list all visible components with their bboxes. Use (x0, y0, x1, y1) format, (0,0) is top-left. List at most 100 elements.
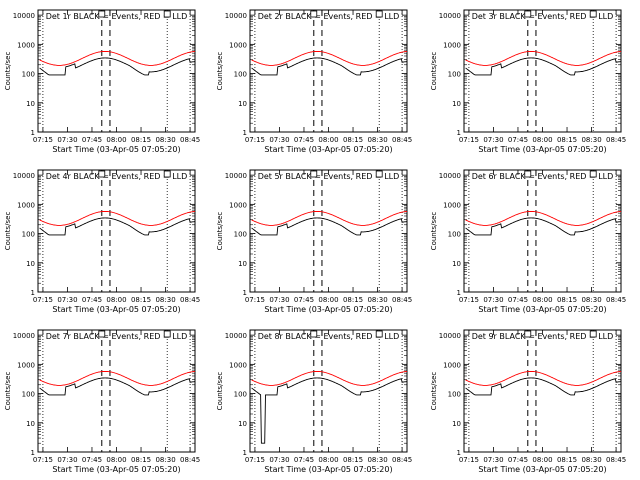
x-tick-label: 08:15 (557, 296, 577, 304)
y-tick-label: 1 (457, 129, 461, 137)
det-7r-panel: Det 7r BLACK = Events, RED = LLD 1 10 100 10… (4, 329, 200, 474)
y-axis-label: Counts/sec (216, 52, 224, 91)
lld-series-line (39, 370, 195, 386)
y-tick-label: 10 (238, 260, 247, 268)
plot-frame (249, 9, 408, 133)
x-tick-label: 07:45 (508, 456, 528, 464)
y-tick-label: 1000 (229, 361, 247, 369)
x-tick-label: 08:30 (581, 296, 601, 304)
y-tick-label: 10000 (439, 12, 461, 20)
panel-title: Det 7r BLACK = Events, RED = LLD (46, 332, 188, 341)
panel-title: Det 2r BLACK = Events, RED = LLD (258, 12, 400, 21)
y-tick-label: 100 (22, 231, 35, 239)
y-tick-label: 10 (26, 260, 35, 268)
marker-square (375, 330, 383, 338)
plot-frame (463, 329, 622, 453)
det-3r-panel: Det 3r BLACK = Events, RED = LLD 1 10 100 10… (430, 9, 626, 154)
x-tick-label: 07:15 (33, 136, 53, 144)
x-tick-label: 08:45 (180, 296, 200, 304)
x-tick-label: 08:30 (367, 296, 387, 304)
marker-square (310, 330, 318, 338)
marker-square (524, 330, 532, 338)
x-axis-label: Start Time (03-Apr-05 07:05:20) (478, 465, 606, 474)
marker-square (524, 10, 532, 18)
y-tick-label: 1000 (17, 361, 35, 369)
y-tick-label: 10000 (225, 332, 247, 340)
x-tick-label: 07:30 (269, 296, 289, 304)
events-series-line (465, 377, 622, 396)
x-tick-label: 07:30 (57, 136, 77, 144)
events-series-line (251, 377, 408, 444)
y-tick-label: 10 (238, 100, 247, 108)
x-tick-label: 07:45 (508, 136, 528, 144)
x-tick-label: 07:15 (245, 136, 265, 144)
x-tick-label: 08:00 (318, 456, 338, 464)
det-5r-panel: Det 5r BLACK = Events, RED = LLD 1 10 100 10… (216, 169, 412, 314)
marker-square (524, 170, 532, 178)
events-series-line (39, 57, 196, 76)
x-tick-label: 08:30 (367, 136, 387, 144)
panel-title: Det 5r BLACK = Events, RED = LLD (258, 172, 400, 181)
y-tick-label: 100 (234, 231, 247, 239)
y-tick-label: 10000 (225, 12, 247, 20)
x-tick-label: 07:30 (483, 456, 503, 464)
x-tick-label: 08:15 (131, 296, 151, 304)
marker-square (375, 170, 383, 178)
y-tick-label: 10 (26, 100, 35, 108)
lld-series-line (251, 370, 407, 386)
x-tick-label: 08:45 (392, 296, 412, 304)
marker-square (310, 170, 318, 178)
x-tick-label: 08:45 (392, 136, 412, 144)
y-tick-label: 100 (22, 71, 35, 79)
x-axis-label: Start Time (03-Apr-05 07:05:20) (478, 145, 606, 154)
y-axis-label: Counts/sec (4, 372, 12, 411)
x-tick-label: 08:00 (106, 296, 126, 304)
y-tick-label: 1 (243, 289, 247, 297)
y-tick-label: 100 (448, 231, 461, 239)
x-tick-label: 08:30 (367, 456, 387, 464)
x-tick-label: 08:15 (343, 296, 363, 304)
x-axis-label: Start Time (03-Apr-05 07:05:20) (52, 465, 180, 474)
x-axis-label: Start Time (03-Apr-05 07:05:20) (264, 305, 392, 314)
events-series-line (465, 217, 622, 236)
y-tick-label: 10 (452, 260, 461, 268)
y-tick-label: 1000 (229, 41, 247, 49)
x-tick-label: 08:30 (155, 136, 175, 144)
y-axis-label: Counts/sec (216, 372, 224, 411)
y-axis-label: Counts/sec (430, 52, 438, 91)
x-tick-label: 07:45 (82, 136, 102, 144)
y-tick-label: 10 (452, 420, 461, 428)
x-tick-label: 08:00 (532, 456, 552, 464)
y-tick-label: 1000 (443, 201, 461, 209)
y-tick-label: 100 (22, 391, 35, 399)
y-tick-label: 1000 (17, 201, 35, 209)
y-tick-label: 10000 (13, 12, 35, 20)
lld-series-line (465, 50, 621, 66)
det-8r-panel: Det 8r BLACK = Events, RED = LLD 1 10 100 10… (216, 329, 412, 474)
lld-series-line (465, 370, 621, 386)
plot-frame (249, 329, 408, 453)
lld-series-line (465, 210, 621, 226)
x-tick-label: 08:15 (343, 456, 363, 464)
y-tick-label: 1000 (443, 41, 461, 49)
marker-square (98, 170, 106, 178)
y-tick-label: 1000 (443, 361, 461, 369)
marker-square (98, 330, 106, 338)
events-series-line (465, 57, 622, 76)
marker-square (98, 10, 106, 18)
y-axis-label: Counts/sec (216, 212, 224, 251)
panel-title: Det 8r BLACK = Events, RED = LLD (258, 332, 400, 341)
x-tick-label: 07:15 (33, 456, 53, 464)
x-tick-label: 07:15 (459, 456, 479, 464)
y-axis-label: Counts/sec (430, 372, 438, 411)
x-tick-label: 08:30 (581, 136, 601, 144)
x-tick-label: 07:45 (294, 136, 314, 144)
y-tick-label: 1000 (229, 201, 247, 209)
x-tick-label: 08:00 (106, 456, 126, 464)
y-tick-label: 1 (31, 129, 35, 137)
y-tick-label: 10000 (439, 172, 461, 180)
y-tick-label: 10 (452, 100, 461, 108)
x-tick-label: 08:45 (180, 136, 200, 144)
x-tick-label: 08:45 (392, 456, 412, 464)
y-tick-label: 1 (457, 449, 461, 457)
